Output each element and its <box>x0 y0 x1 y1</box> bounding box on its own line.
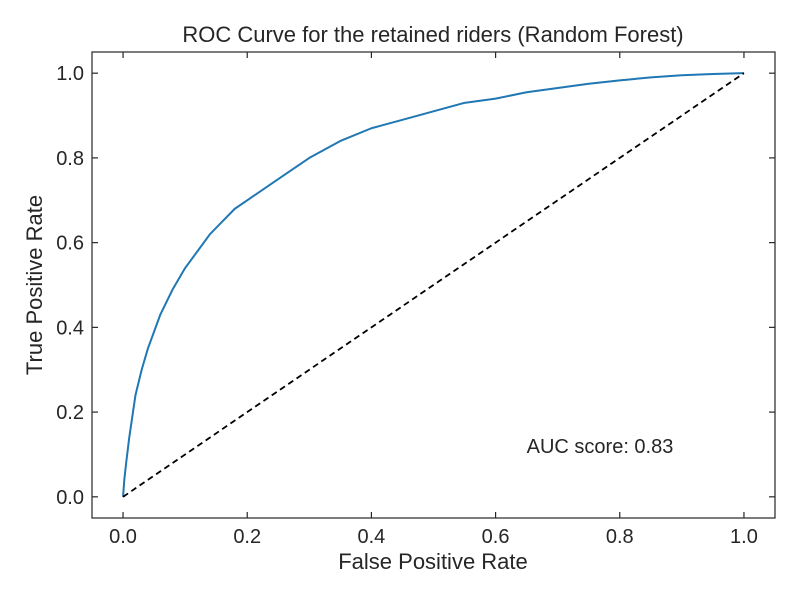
y-axis-label: True Positive Rate <box>22 195 47 375</box>
y-tick-label: 0.4 <box>56 317 84 339</box>
roc-curve-line <box>122 72 744 497</box>
chance-line <box>122 72 745 498</box>
y-tick-label: 0.6 <box>56 233 84 255</box>
auc-annotation: AUC score: 0.83 <box>527 436 674 458</box>
y-tick-label: 1.0 <box>56 63 84 85</box>
chart-title: ROC Curve for the retained riders (Rando… <box>182 22 683 47</box>
x-tick-label: 0.6 <box>482 526 510 548</box>
y-axis-ticks: 0.0 0.2 0.4 0.6 0.8 1.0 <box>56 63 775 509</box>
axes-frame <box>91 51 776 519</box>
x-axis-ticks: 0.0 0.2 0.4 0.6 0.8 1.0 <box>109 52 758 548</box>
x-tick-label: 0.0 <box>109 526 137 548</box>
plot-area <box>91 51 776 519</box>
x-tick-label: 0.4 <box>358 526 386 548</box>
series-layer <box>122 72 745 498</box>
x-axis-label: False Positive Rate <box>338 549 528 574</box>
x-tick-label: 1.0 <box>730 526 758 548</box>
x-tick-label: 0.8 <box>606 526 634 548</box>
x-tick-label: 0.2 <box>233 526 261 548</box>
y-tick-label: 0.8 <box>56 148 84 170</box>
y-tick-label: 0.0 <box>56 487 84 509</box>
y-tick-label: 0.2 <box>56 402 84 424</box>
